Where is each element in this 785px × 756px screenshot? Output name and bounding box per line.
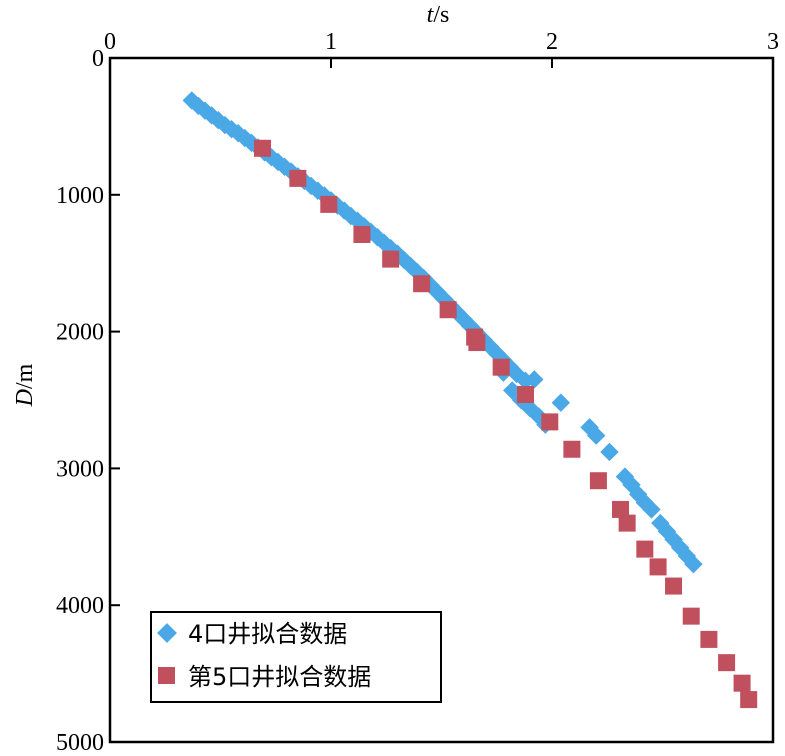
data-point-square: [253, 139, 271, 157]
data-point-square: [289, 169, 307, 187]
data-point-diamond: [600, 442, 619, 462]
data-point-square: [492, 358, 510, 376]
data-point-square: [740, 691, 758, 709]
data-point-square: [665, 577, 683, 595]
legend-box: [150, 611, 442, 703]
data-point-square: [612, 500, 630, 518]
data-point-square: [468, 334, 486, 352]
x-axis-unit: /s: [433, 2, 449, 28]
y-tick-label: 5000: [56, 730, 104, 756]
data-point-square: [589, 472, 607, 490]
x-axis-title: t/s: [427, 2, 450, 28]
series-1: [253, 139, 758, 709]
x-tick-label: 2: [546, 29, 558, 55]
legend-marker-square: [158, 667, 175, 684]
y-axis-title: D/m: [12, 363, 38, 407]
data-point-square: [618, 514, 636, 532]
x-tick-label: 1: [325, 29, 337, 55]
data-series: [182, 91, 758, 709]
y-tick-label: 1000: [56, 183, 104, 209]
data-point-square: [320, 195, 338, 213]
data-point-square: [382, 250, 400, 268]
data-point-diamond: [587, 426, 606, 445]
legend: 4口井拟合数据 第5口井拟合数据: [150, 611, 442, 703]
y-tick-label: 2000: [56, 320, 104, 346]
plot-frame: [108, 56, 775, 744]
data-point-diamond: [525, 370, 544, 389]
y-tick-label: 0: [92, 46, 104, 72]
data-point-diamond: [684, 554, 703, 574]
data-point-square: [636, 540, 654, 558]
x-tick-label: 3: [767, 29, 779, 55]
data-point-diamond: [503, 381, 522, 400]
data-point-square: [541, 413, 559, 431]
data-point-square: [439, 301, 457, 319]
y-axis-ticks: 0 1000 2000 3000 4000 5000: [56, 46, 120, 756]
y-tick-label: 4000: [56, 593, 104, 619]
y-tick-label: 3000: [56, 456, 104, 482]
y-axis-unit: /m: [12, 363, 38, 389]
x-axis-ticks: 0 1 2 3: [104, 29, 779, 68]
data-point-square: [413, 275, 431, 293]
data-point-square: [682, 607, 700, 625]
legend-label-4-wells: 4口井拟合数据: [188, 620, 347, 648]
data-point-square: [649, 558, 667, 576]
data-point-square: [563, 440, 581, 458]
legend-label-5th-well: 第5口井拟合数据: [188, 663, 371, 691]
data-point-square: [718, 654, 736, 672]
data-point-square: [700, 630, 718, 648]
series-0: [182, 91, 703, 574]
data-point-diamond: [551, 393, 571, 412]
x-tick-label: 0: [104, 29, 116, 55]
y-axis-var: D: [12, 389, 38, 407]
x-axis-var: t: [427, 2, 435, 28]
data-point-diamond: [642, 500, 661, 519]
data-point-square: [733, 674, 751, 692]
data-point-square: [516, 386, 534, 404]
data-point-square: [353, 225, 371, 243]
